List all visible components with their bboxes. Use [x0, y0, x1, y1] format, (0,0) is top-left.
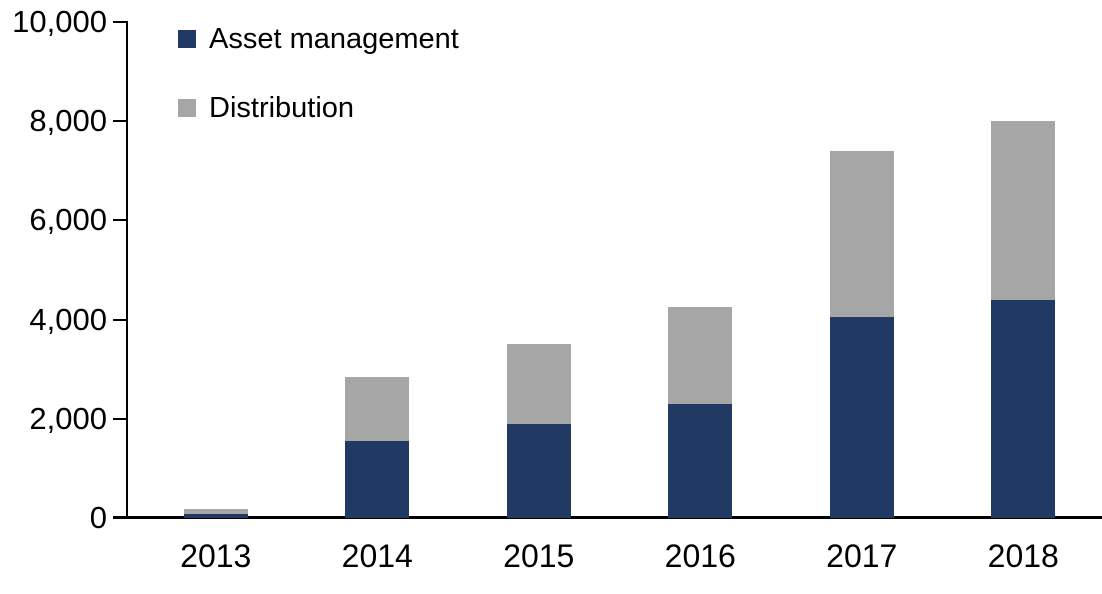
bar-segment-distribution-2013	[183, 509, 248, 514]
x-axis-line	[113, 516, 1102, 519]
y-tick-mark	[113, 318, 126, 321]
y-tick-label: 2,000	[29, 400, 107, 436]
bar-segment-asset-management-2015	[506, 423, 571, 518]
legend-label: Asset management	[209, 22, 459, 55]
y-tick-label: 8,000	[29, 103, 107, 139]
y-axis-line	[126, 21, 128, 517]
bar-segment-asset-management-2018	[991, 299, 1056, 518]
bar-segment-distribution-2014	[345, 376, 410, 442]
y-tick-label: 6,000	[29, 202, 107, 238]
bar-stack-2015	[506, 344, 571, 518]
y-tick-mark	[113, 21, 126, 23]
y-tick-mark	[113, 219, 126, 222]
y-tick-label: 0	[89, 500, 107, 535]
x-tick-label-2018: 2018	[987, 538, 1059, 574]
bar-segment-asset-management-2016	[668, 403, 733, 518]
x-tick-label-2014: 2014	[341, 538, 413, 574]
y-tick-label: 4,000	[29, 301, 107, 337]
bar-segment-distribution-2018	[991, 121, 1056, 300]
y-tick-mark	[113, 417, 126, 420]
bar-segment-distribution-2017	[829, 150, 894, 318]
bar-stack-2017	[829, 150, 894, 518]
asset-management-swatch-icon	[178, 30, 196, 48]
bar-segment-distribution-2015	[506, 344, 571, 424]
x-tick-label-2017: 2017	[826, 538, 898, 574]
x-tick-label-2015: 2015	[503, 538, 575, 574]
bar-segment-asset-management-2014	[345, 441, 410, 518]
bar-stack-2014	[345, 376, 410, 518]
bar-segment-asset-management-2013	[183, 513, 248, 518]
y-tick-label: 10,000	[12, 4, 107, 39]
bar-stack-2016	[668, 307, 733, 518]
legend-item-distribution: Distribution	[178, 91, 459, 125]
x-tick-label-2013: 2013	[180, 538, 252, 574]
y-tick-mark	[113, 517, 126, 519]
distribution-swatch-icon	[178, 99, 196, 117]
x-tick-label-2016: 2016	[664, 538, 736, 574]
chart-legend: Asset management Distribution	[178, 22, 459, 160]
bar-segment-distribution-2016	[668, 307, 733, 404]
bar-segment-asset-management-2017	[829, 317, 894, 518]
legend-label: Distribution	[209, 91, 355, 124]
y-tick-mark	[113, 120, 126, 123]
bar-stack-2013	[183, 509, 248, 518]
legend-item-asset-management: Asset management	[178, 22, 459, 56]
bar-stack-2018	[991, 121, 1056, 518]
